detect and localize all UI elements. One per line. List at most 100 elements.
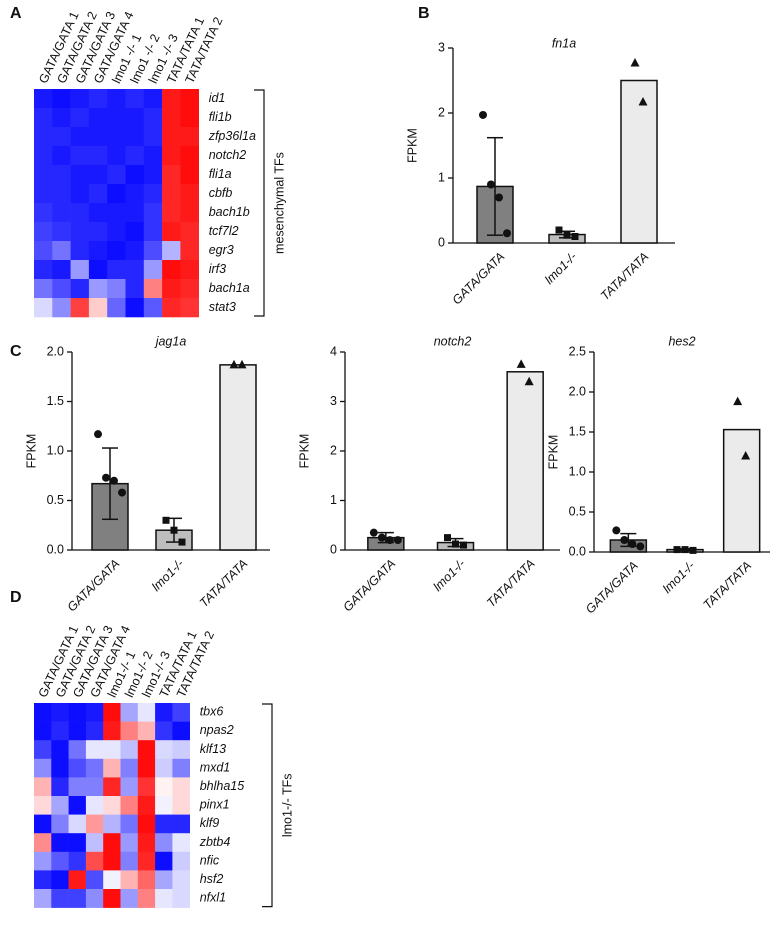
heatmap-cell — [172, 889, 190, 908]
heatmap-cell — [172, 740, 190, 760]
heatmap-cell — [85, 833, 104, 853]
heatmap-cell — [143, 89, 163, 109]
heatmap-cell — [107, 298, 126, 318]
row-label: nfic — [200, 853, 220, 867]
heatmap-cell — [143, 279, 163, 299]
heatmap-cell — [52, 89, 71, 109]
heatmap-cell — [70, 241, 90, 261]
heatmap-cell — [162, 146, 181, 166]
heatmap-cell — [34, 721, 52, 741]
heatmap-cell — [103, 740, 121, 760]
heatmap-cell — [103, 870, 121, 890]
heatmap-cell — [88, 279, 108, 299]
heatmap-cell — [34, 89, 53, 109]
data-point — [636, 542, 645, 551]
y-tick-label: 1 — [438, 170, 445, 184]
heatmap-cell — [34, 758, 52, 778]
y-tick-label: 1.5 — [569, 424, 586, 438]
row-label: id1 — [209, 91, 226, 105]
data-point — [487, 180, 495, 189]
y-axis-label: FPKM — [297, 434, 311, 469]
row-label: bach1b — [209, 205, 250, 219]
data-point — [612, 526, 621, 535]
heatmap-cell — [137, 889, 156, 908]
y-tick-label: 1 — [330, 493, 337, 507]
heatmap-cell — [68, 796, 87, 815]
heatmap-cell — [70, 222, 90, 242]
heatmap-cell — [143, 222, 163, 242]
data-point — [495, 193, 503, 202]
heatmap-cell — [70, 260, 90, 280]
heatmap-cell — [155, 796, 173, 815]
heatmap-cell — [107, 127, 126, 147]
heatmap-cell — [52, 127, 71, 147]
heatmap-cell — [51, 777, 69, 797]
heatmap-cell — [103, 889, 121, 908]
heatmap-cell — [120, 851, 139, 871]
error-bar — [487, 136, 503, 236]
heatmap-cell — [103, 796, 121, 815]
y-tick-label: 0.0 — [47, 542, 64, 556]
heatmap-cell — [51, 796, 69, 815]
heatmap-cell — [143, 260, 163, 280]
heatmap-cell — [68, 870, 87, 890]
heatmap-cell — [51, 851, 69, 871]
heatmap-cell — [68, 740, 87, 760]
heatmap-cell — [137, 833, 156, 853]
heatmap-cell — [51, 721, 69, 741]
data-point — [377, 533, 386, 542]
chart-title: hes2 — [668, 334, 695, 348]
heatmap-cell — [68, 721, 87, 741]
heatmap-cell — [85, 814, 104, 834]
heatmap-cell — [103, 851, 121, 871]
heatmap-cell — [85, 870, 104, 890]
heatmap-cell — [120, 721, 139, 741]
y-tick-label: 2.0 — [569, 384, 586, 398]
heatmap-cell — [85, 777, 104, 797]
heatmap-cell — [68, 814, 87, 834]
heatmap-cell — [137, 758, 156, 778]
data-point — [516, 359, 526, 368]
row-label: klf13 — [200, 742, 226, 756]
row-label: fli1a — [209, 167, 232, 181]
heatmap-cell — [70, 146, 90, 166]
heatmap-cell — [85, 758, 104, 778]
heatmap-cell — [88, 127, 108, 147]
heatmap-cell — [51, 703, 69, 722]
data-point — [178, 538, 186, 546]
x-tick-label: TATA/TATA — [701, 559, 755, 613]
row-label: klf9 — [200, 816, 220, 830]
heatmap-cell — [88, 203, 108, 223]
y-tick-label: 2.0 — [47, 344, 64, 358]
bar — [219, 364, 257, 551]
heatmap-cell — [155, 851, 173, 871]
heatmap-cell — [155, 870, 173, 890]
heatmap-cell — [70, 127, 90, 147]
heatmap-cell — [103, 833, 121, 853]
y-tick-label: 1.0 — [47, 443, 64, 457]
data-point — [118, 488, 126, 497]
heatmap-cell — [52, 260, 71, 280]
heatmap-cell — [143, 184, 163, 204]
heatmap-cell — [52, 146, 71, 166]
heatmap-cell — [103, 721, 121, 741]
heatmap-cell — [52, 279, 71, 299]
heatmap-cell — [180, 222, 199, 242]
heatmap-cell — [88, 108, 108, 128]
heatmap-cell — [34, 203, 53, 223]
y-tick-label: 3 — [330, 394, 337, 408]
heatmap-cell — [162, 108, 181, 128]
row-label: stat3 — [209, 300, 236, 314]
heatmap-cell — [120, 870, 139, 890]
heatmap-cell — [85, 703, 104, 722]
y-axis-label: FPKM — [405, 128, 419, 163]
heatmap-cell — [162, 165, 181, 185]
heatmap-cell — [180, 203, 199, 223]
heatmap-cell — [107, 241, 126, 261]
heatmap-cell — [137, 777, 156, 797]
heatmap-cell — [172, 777, 190, 797]
heatmap-cell — [51, 814, 69, 834]
heatmap-cell — [180, 298, 199, 318]
heatmap-cell — [34, 851, 52, 871]
